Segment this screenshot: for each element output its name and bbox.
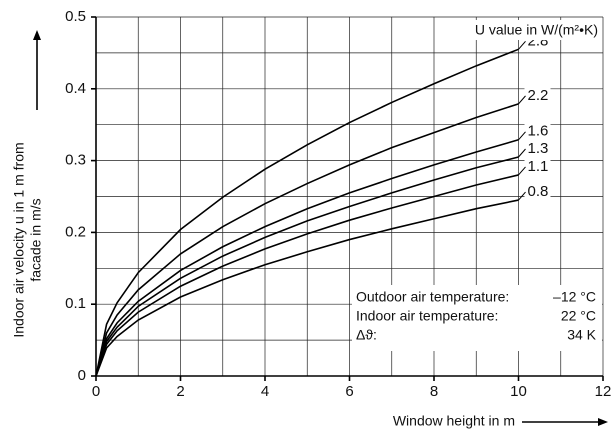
- x-tick-label: 2: [176, 383, 184, 400]
- series-label-leader: [518, 166, 526, 176]
- curve: [95, 103, 519, 377]
- series-label-bg: [524, 157, 551, 176]
- y-tick-label: 0.5: [65, 8, 86, 25]
- series-label-leader: [518, 148, 526, 158]
- y-axis-label: facade in m/s: [28, 198, 44, 281]
- x-tick-label: 10: [510, 383, 527, 400]
- annotation-value: 22 °C: [561, 308, 596, 324]
- overlay: 0 0.1 0.2 0.3 0.4 0.5 0 2 4 6 8 10 12 Window height i…: [11, 8, 612, 429]
- y-tick-label: 0.1: [65, 295, 86, 312]
- y-tick-label: 0.4: [65, 80, 86, 97]
- series-label: 1.3: [528, 140, 549, 157]
- curve: [95, 139, 519, 377]
- y-tick-label: 0.2: [65, 223, 86, 240]
- series-label-leader: [518, 131, 526, 141]
- curve: [95, 199, 519, 377]
- series-label-bg: [524, 140, 551, 159]
- x-tick-label: 8: [430, 383, 438, 400]
- series-label: 2.2: [528, 87, 549, 104]
- curve: [95, 48, 519, 377]
- series-label-leader: [518, 40, 526, 50]
- x-tick-label: 0: [92, 383, 100, 400]
- curve: [95, 174, 519, 377]
- x-arrow-head: [598, 418, 608, 426]
- annotation-label: Δϑ:: [356, 327, 377, 343]
- y-axis-label: Indoor air velocity u in 1 m from: [11, 142, 27, 337]
- legend-title: U value in W/(m²•K): [475, 22, 598, 38]
- annotation-label: Indoor air temperature:: [356, 308, 498, 324]
- series-label: 1.1: [528, 158, 549, 175]
- x-tick-label: 12: [595, 383, 612, 400]
- y-tick-label: 0.3: [65, 152, 86, 169]
- x-tick-label: 4: [261, 383, 269, 400]
- y-arrow-head: [33, 30, 41, 40]
- series-label: 0.8: [528, 183, 549, 200]
- x-axis-label: Window height in m: [393, 413, 515, 429]
- annotation-box: [352, 285, 602, 351]
- series-label-bg: [524, 86, 551, 105]
- annotation-label: Outdoor air temperature:: [356, 289, 509, 305]
- series-label-bg: [524, 122, 551, 141]
- y-tick-label: 0: [78, 367, 86, 384]
- series-label-leader: [518, 191, 526, 201]
- annotation-value: 34 K: [567, 327, 596, 343]
- x-tick-label: 6: [345, 383, 353, 400]
- curve: [95, 156, 519, 377]
- series-label-leader: [518, 95, 526, 105]
- series-label-bg: [524, 183, 551, 202]
- legend-title-bg: [448, 20, 600, 40]
- series-label: 1.6: [528, 123, 549, 140]
- annotation-value: –12 °C: [553, 289, 596, 305]
